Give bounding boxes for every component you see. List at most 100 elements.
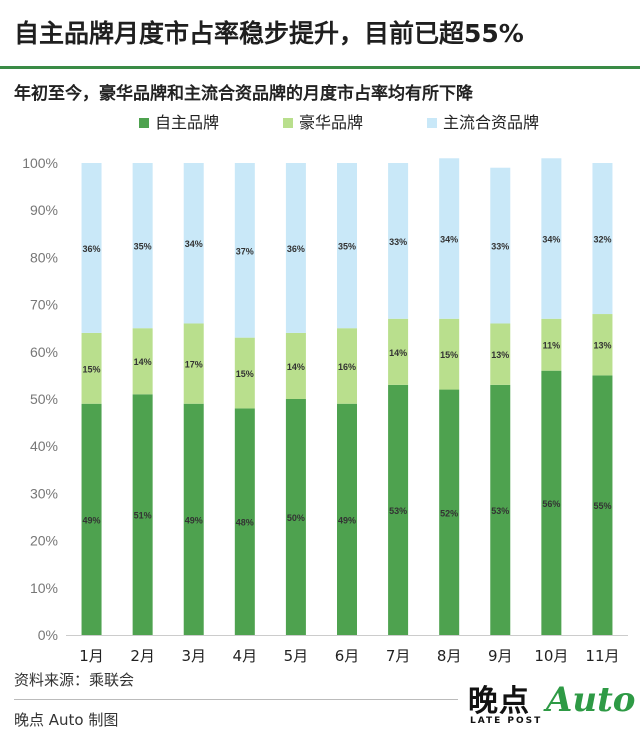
x-tick-label: 7月 xyxy=(386,647,411,663)
bar-segment xyxy=(592,163,613,315)
bar-segment xyxy=(439,158,460,319)
y-tick-label: 50% xyxy=(30,391,58,407)
bar-segment xyxy=(337,328,357,404)
bar-value-label: 37% xyxy=(236,246,254,256)
legend-swatch xyxy=(427,118,437,128)
bar-value-label: 53% xyxy=(389,506,407,516)
footer-divider xyxy=(14,699,458,700)
y-tick-label: 90% xyxy=(30,202,58,218)
bar-value-label: 33% xyxy=(389,237,407,247)
legend-swatch xyxy=(139,118,149,128)
bar-value-label: 52% xyxy=(440,508,458,518)
bar-value-label: 49% xyxy=(338,515,356,525)
bar-value-label: 49% xyxy=(185,515,203,525)
legend-label: 自主品牌 xyxy=(155,113,219,132)
bar-value-label: 14% xyxy=(134,357,152,367)
bar-value-label: 17% xyxy=(185,360,203,370)
y-tick-label: 80% xyxy=(30,249,58,265)
x-tick-label: 11月 xyxy=(585,647,619,663)
bar-segment xyxy=(337,403,357,635)
bar-segment xyxy=(234,337,255,409)
latepost-auto-logo: 晚点 LATE POST Auto xyxy=(466,676,636,736)
chart-title: 自主品牌月度市占率稳步提升，目前已超55% xyxy=(14,19,524,48)
legend-label: 豪华品牌 xyxy=(299,113,363,132)
bar-segment xyxy=(285,332,306,399)
bar-segment xyxy=(234,163,255,338)
logo-auto-text: Auto xyxy=(546,680,636,720)
bar-value-label: 36% xyxy=(287,244,305,254)
bar-segment xyxy=(439,318,460,390)
y-tick-label: 100% xyxy=(22,155,58,171)
bar-segment xyxy=(285,399,306,635)
bar-value-label: 34% xyxy=(185,239,203,249)
bar-value-label: 11% xyxy=(543,341,561,351)
bar-value-label: 50% xyxy=(287,513,305,523)
bar-value-label: 16% xyxy=(338,362,356,372)
y-tick-label: 30% xyxy=(30,485,58,501)
x-tick-label: 3月 xyxy=(181,647,206,663)
bar-value-label: 49% xyxy=(83,515,101,525)
bar-value-label: 34% xyxy=(542,235,560,245)
bar-segment xyxy=(132,163,153,329)
bar-segment xyxy=(183,403,204,635)
bar-segment xyxy=(388,318,409,385)
bar-value-label: 34% xyxy=(440,235,458,245)
legend-label: 主流合资品牌 xyxy=(443,113,539,132)
bar-value-label: 55% xyxy=(593,501,611,511)
bar-segment xyxy=(183,163,204,324)
x-tick-label: 4月 xyxy=(233,647,258,663)
bar-segment xyxy=(541,370,562,635)
bar-value-label: 14% xyxy=(389,348,407,358)
x-tick-label: 6月 xyxy=(335,647,360,663)
bar-value-label: 14% xyxy=(287,362,305,372)
bar-segment xyxy=(337,163,357,329)
bar-segment xyxy=(234,408,255,635)
bar-value-label: 33% xyxy=(491,242,509,252)
bar-segment xyxy=(81,403,102,635)
bar-segment xyxy=(388,384,409,635)
bar-segment xyxy=(592,375,613,635)
y-tick-label: 40% xyxy=(30,438,58,454)
bar-value-label: 35% xyxy=(134,242,152,252)
y-tick-label: 70% xyxy=(30,297,58,313)
bar-segment xyxy=(490,167,511,324)
x-tick-label: 1月 xyxy=(79,647,104,663)
x-tick-label: 10月 xyxy=(534,647,568,663)
chart-credit: 晚点 Auto 制图 xyxy=(14,711,119,729)
bar-segment xyxy=(81,163,102,333)
bar-value-label: 15% xyxy=(440,350,458,360)
logo-main-text: 晚点 xyxy=(468,684,530,719)
legend-swatch xyxy=(283,118,293,128)
title-divider xyxy=(0,66,640,69)
bar-value-label: 36% xyxy=(83,244,101,254)
bar-value-label: 13% xyxy=(491,350,509,360)
x-tick-label: 2月 xyxy=(130,647,155,663)
bar-segment xyxy=(388,163,409,319)
x-tick-label: 5月 xyxy=(284,647,309,663)
x-tick-label: 9月 xyxy=(488,647,513,663)
bar-value-label: 48% xyxy=(236,518,254,528)
bar-segment xyxy=(592,314,613,376)
bar-value-label: 15% xyxy=(83,364,101,374)
bar-value-label: 13% xyxy=(593,341,611,351)
bar-segment xyxy=(132,394,153,635)
bar-value-label: 56% xyxy=(542,499,560,509)
bar-segment xyxy=(285,163,306,333)
bar-value-label: 35% xyxy=(338,242,356,252)
chart-subtitle: 年初至今，豪华品牌和主流合资品牌的月度市占率均有所下降 xyxy=(14,84,473,104)
y-tick-label: 20% xyxy=(30,533,58,549)
y-tick-label: 10% xyxy=(30,580,58,596)
bar-value-label: 53% xyxy=(491,506,509,516)
bar-segment xyxy=(541,318,562,371)
bar-segment xyxy=(439,389,460,635)
data-source: 资料来源：乘联会 xyxy=(14,671,135,689)
bar-value-label: 51% xyxy=(134,511,152,521)
bar-value-label: 15% xyxy=(236,369,254,379)
bar-segment xyxy=(183,323,204,404)
x-tick-label: 8月 xyxy=(437,647,462,663)
logo-sub-text: LATE POST xyxy=(470,716,543,726)
bar-segment xyxy=(541,158,562,319)
stacked-bar-chart: 自主品牌 豪华品牌 主流合资品牌 0% 10% 20% 30% 40% 50% 60% 70% 80%… xyxy=(22,113,628,663)
bar-value-label: 32% xyxy=(593,235,611,245)
bar-segment xyxy=(490,323,511,385)
